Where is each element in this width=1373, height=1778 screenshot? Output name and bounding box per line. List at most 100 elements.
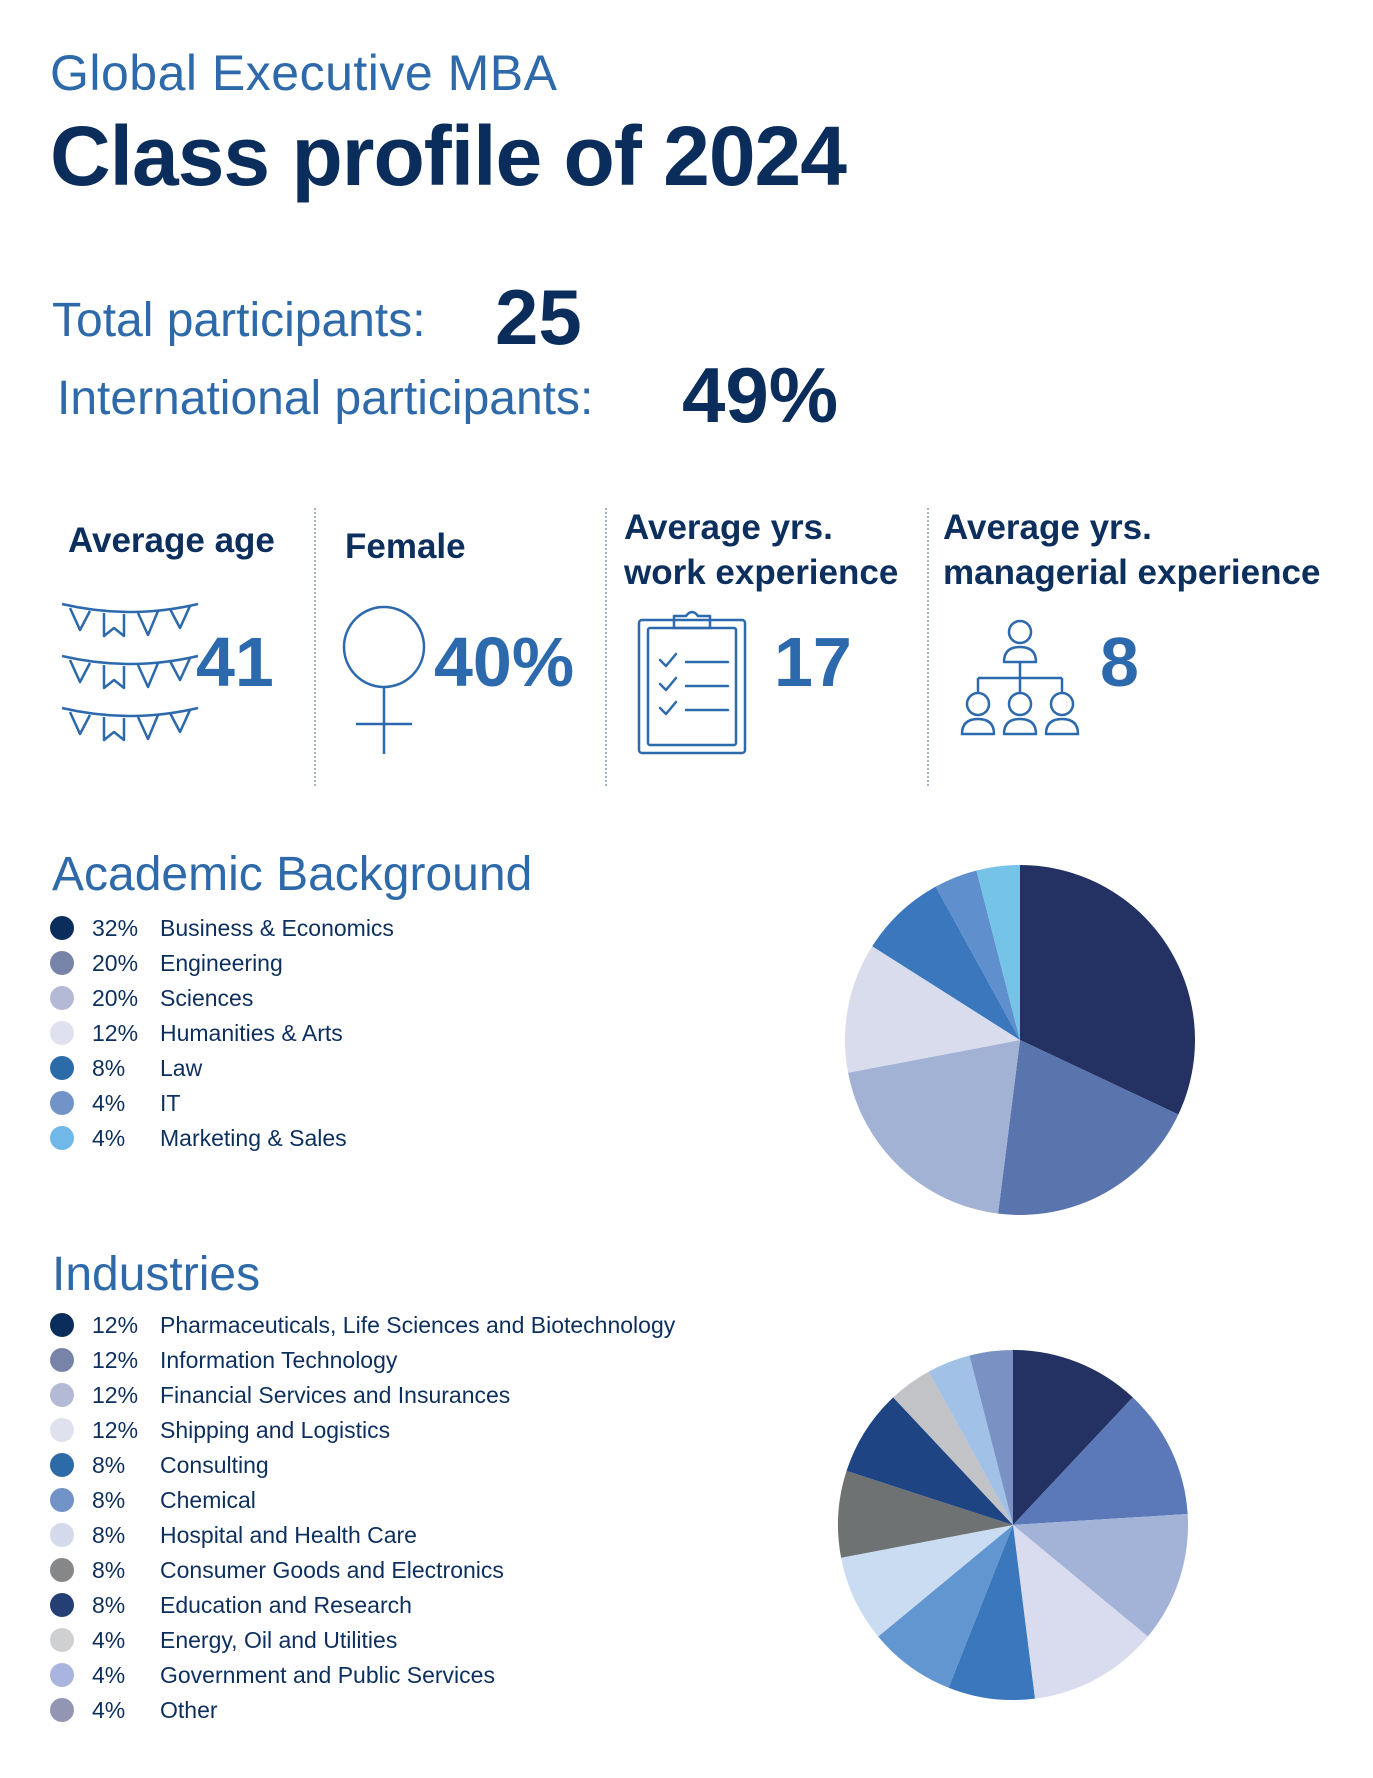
legend-value: 20%	[92, 984, 139, 1011]
legend-value: 8%	[92, 1556, 126, 1583]
legend-value: 4%	[92, 1124, 126, 1151]
pie-slice	[976, 865, 1020, 1040]
legend-swatch	[50, 1698, 74, 1722]
legend-label: Energy, Oil and Utilities	[160, 1626, 398, 1653]
legend-item: 8% Chemical	[50, 1485, 256, 1515]
pie-slice	[838, 1470, 1013, 1558]
pie-slice	[878, 1525, 1013, 1688]
legend-value: 8%	[92, 1451, 126, 1478]
pie-slice	[1020, 865, 1195, 1115]
legend-item: 32% Business & Economics	[50, 913, 394, 943]
legend-label: Chemical	[160, 1486, 256, 1513]
stat-managerial-experience-label: Average yrs. managerial experience	[943, 505, 1320, 595]
stat-female-value: 40%	[434, 623, 575, 701]
international-participants-label: International participants:	[57, 372, 594, 425]
pie-slice	[872, 886, 1020, 1040]
legend-label: Engineering	[160, 949, 283, 976]
legend-label: Government and Public Services	[160, 1661, 495, 1688]
bunting-icon	[61, 602, 199, 742]
legend-swatch	[50, 1593, 74, 1617]
legend-value: 20%	[92, 949, 139, 976]
legend-value: 32%	[92, 914, 139, 941]
legend-item: 12% Pharmaceuticals, Life Sciences and Bi…	[50, 1310, 675, 1340]
legend-item: 4% Energy, Oil and Utilities	[50, 1625, 397, 1655]
stat-work-experience-label-line1: Average yrs.	[624, 508, 833, 547]
pie-slice	[846, 1397, 1013, 1525]
legend-label: Humanities & Arts	[160, 1019, 343, 1046]
legend-item: 12% Humanities & Arts	[50, 1018, 343, 1048]
org-chart-icon	[960, 619, 1080, 736]
legend-label: Consulting	[160, 1451, 269, 1478]
pie-slice	[848, 1040, 1020, 1214]
legend-swatch	[50, 1488, 74, 1512]
legend-value: 8%	[92, 1591, 126, 1618]
legend-swatch	[50, 1453, 74, 1477]
legend-label: Consumer Goods and Electronics	[160, 1556, 504, 1583]
program-subtitle: Global Executive MBA	[50, 45, 558, 101]
legend-item: 12% Financial Services and Insurances	[50, 1380, 510, 1410]
legend-label: Financial Services and Insurances	[160, 1381, 511, 1408]
legend-value: 4%	[92, 1089, 126, 1116]
legend-swatch	[50, 1663, 74, 1687]
legend-value: 8%	[92, 1486, 126, 1513]
legend-swatch	[50, 1523, 74, 1547]
stat-managerial-experience-label-line1: Average yrs.	[943, 508, 1152, 547]
legend-value: 12%	[92, 1416, 139, 1443]
stat-average-age-label: Average age	[68, 521, 275, 560]
legend-item: 4% Marketing & Sales	[50, 1123, 347, 1153]
pie-slice	[1013, 1397, 1188, 1525]
legend-label: Education and Research	[160, 1591, 412, 1618]
legend-swatch	[50, 916, 74, 940]
total-participants-value: 25	[495, 273, 582, 361]
academic-background-title: Academic Background	[52, 848, 533, 901]
legend-swatch	[50, 1348, 74, 1372]
legend-item: 4% Other	[50, 1695, 218, 1725]
legend-value: 12%	[92, 1381, 139, 1408]
legend-value: 4%	[92, 1661, 126, 1688]
legend-label: Marketing & Sales	[160, 1124, 347, 1151]
stat-work-experience-label-line2: work experience	[624, 553, 899, 592]
legend-item: 20% Engineering	[50, 948, 283, 978]
legend-swatch	[50, 1313, 74, 1337]
legend-item: 8% Education and Research	[50, 1590, 412, 1620]
legend-swatch	[50, 986, 74, 1010]
pie-slice	[1013, 1350, 1133, 1525]
clipboard-checklist-icon	[637, 610, 747, 755]
legend-item: 20% Sciences	[50, 983, 253, 1013]
legend-value: 12%	[92, 1346, 139, 1373]
industries-title: Industries	[52, 1248, 261, 1301]
legend-swatch	[50, 951, 74, 975]
stat-managerial-experience-label-line2: managerial experience	[943, 553, 1321, 592]
industries-pie-chart	[838, 1350, 1188, 1700]
stat-average-age-value: 41	[196, 623, 274, 701]
legend-swatch	[50, 1126, 74, 1150]
stat-work-experience-value: 17	[774, 623, 852, 701]
legend-item: 12% Shipping and Logistics	[50, 1415, 390, 1445]
legend-label: Hospital and Health Care	[160, 1521, 417, 1548]
stat-female-label: Female	[345, 527, 466, 566]
legend-swatch	[50, 1558, 74, 1582]
pie-slice	[969, 1350, 1013, 1525]
international-participants-value: 49%	[682, 351, 839, 439]
pie-slice	[935, 870, 1020, 1040]
pie-slice	[1013, 1514, 1188, 1637]
pie-slice	[998, 1040, 1179, 1215]
legend-swatch	[50, 1628, 74, 1652]
legend-item: 8% Law	[50, 1053, 202, 1083]
legend-label: Shipping and Logistics	[160, 1416, 391, 1443]
female-symbol-icon	[342, 605, 426, 754]
total-participants-label: Total participants:	[52, 294, 426, 347]
legend-swatch	[50, 1021, 74, 1045]
legend-swatch	[50, 1056, 74, 1080]
legend-item: 4% Government and Public Services	[50, 1660, 495, 1690]
legend-label: Law	[160, 1054, 203, 1081]
legend-swatch	[50, 1091, 74, 1115]
legend-item: 8% Hospital and Health Care	[50, 1520, 417, 1550]
pie-slice	[948, 1525, 1035, 1700]
page-title: Class profile of 2024	[50, 109, 847, 203]
stat-divider	[314, 508, 316, 786]
stat-managerial-experience-value: 8	[1100, 623, 1139, 701]
legend-value: 12%	[92, 1311, 139, 1338]
legend-value: 8%	[92, 1054, 126, 1081]
pie-slice	[841, 1525, 1013, 1637]
